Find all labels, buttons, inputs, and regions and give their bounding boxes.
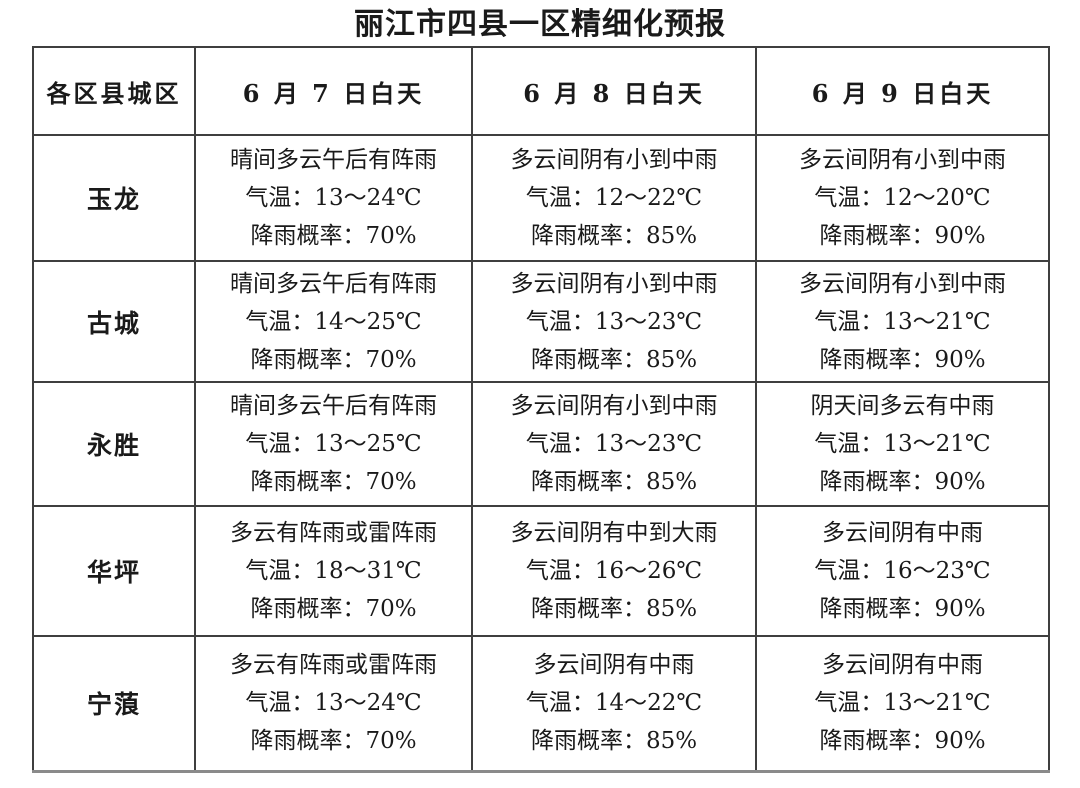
- temperature-text: 气温：18～31℃: [245, 558, 422, 584]
- weather-text: 多云间阴有小到中雨: [799, 270, 1006, 297]
- region-cell: 宁蒗: [32, 635, 196, 772]
- region-cell: 古城: [32, 260, 196, 383]
- weather-text: 晴间多云午后有阵雨: [230, 147, 437, 173]
- forecast-cell: 晴间多云午后有阵雨 气温：13～24℃ 降雨概率：70%: [194, 134, 473, 262]
- page: 丽江市四县一区精细化预报 各区县城区 6 月 7 日白天 6 月 8 日白天 6…: [0, 7, 1080, 788]
- weather-text: 多云间阴有中雨: [533, 652, 695, 679]
- weather-text: 多云间阴有小到中雨: [510, 393, 718, 419]
- weather-text: 多云间阴有中雨: [822, 520, 983, 546]
- temperature-text: 气温：13～23℃: [525, 431, 703, 457]
- temperature-text: 气温：12～20℃: [814, 185, 991, 211]
- temperature-text: 气温：16～26℃: [525, 558, 703, 584]
- header-cell-region: 各区县城区: [32, 46, 196, 136]
- table-row-ninglang: 宁蒗 多云有阵雨或雷阵雨 气温：13～24℃ 降雨概率：70% 多云间阴有中雨 …: [32, 635, 1050, 772]
- weather-text: 多云间阴有小到中雨: [510, 270, 718, 297]
- weather-text: 阴天间多云有中雨: [810, 393, 995, 419]
- rain-probability-text: 降雨概率：70%: [250, 223, 417, 249]
- temperature-text: 气温：13～24℃: [245, 185, 422, 211]
- table-row-yongsheng: 永胜 晴间多云午后有阵雨 气温：13～25℃ 降雨概率：70% 多云间阴有小到中…: [32, 381, 1050, 507]
- temperature-text: 气温：13～23℃: [525, 308, 703, 335]
- temperature-text: 气温：13～21℃: [814, 431, 991, 457]
- forecast-cell: 多云间阴有中雨 气温：13～21℃ 降雨概率：90%: [755, 635, 1050, 772]
- rain-probability-text: 降雨概率：90%: [819, 596, 986, 622]
- region-cell: 永胜: [32, 381, 196, 507]
- forecast-cell: 多云间阴有小到中雨 气温：12～22℃ 降雨概率：85%: [471, 134, 757, 262]
- rain-probability-text: 降雨概率：70%: [250, 469, 417, 495]
- forecast-cell: 多云间阴有小到中雨 气温：13～21℃ 降雨概率：90%: [755, 260, 1050, 383]
- weather-text: 多云间阴有小到中雨: [510, 147, 718, 173]
- temperature-text: 气温：14～22℃: [525, 690, 703, 717]
- forecast-cell: 多云间阴有小到中雨 气温：12～20℃ 降雨概率：90%: [755, 134, 1050, 262]
- rain-probability-text: 降雨概率：70%: [250, 728, 417, 755]
- forecast-cell: 多云间阴有小到中雨 气温：13～23℃ 降雨概率：85%: [471, 381, 757, 507]
- rain-probability-text: 降雨概率：85%: [530, 223, 698, 249]
- region-cell: 华坪: [32, 505, 196, 637]
- rain-probability-text: 降雨概率：90%: [819, 728, 986, 755]
- rain-probability-text: 降雨概率：90%: [819, 223, 986, 249]
- region-cell: 玉龙: [32, 134, 196, 262]
- rain-probability-text: 降雨概率：85%: [530, 596, 698, 622]
- header-cell-day-2: 6 月 8 日白天: [471, 46, 757, 136]
- table-row-huaping: 华坪 多云有阵雨或雷阵雨 气温：18～31℃ 降雨概率：70% 多云间阴有中到大…: [32, 505, 1050, 637]
- rain-probability-text: 降雨概率：70%: [250, 346, 417, 373]
- temperature-text: 气温：14～25℃: [245, 308, 422, 335]
- forecast-cell: 多云间阴有小到中雨 气温：13～23℃ 降雨概率：85%: [471, 260, 757, 383]
- forecast-cell: 多云有阵雨或雷阵雨 气温：13～24℃ 降雨概率：70%: [194, 635, 473, 772]
- weather-text: 多云间阴有中雨: [822, 652, 983, 679]
- temperature-text: 气温：13～21℃: [814, 308, 991, 335]
- temperature-text: 气温：12～22℃: [525, 185, 703, 211]
- weather-text: 多云有阵雨或雷阵雨: [230, 652, 437, 679]
- weather-text: 多云有阵雨或雷阵雨: [230, 520, 437, 546]
- forecast-cell: 多云间阴有中雨 气温：16～23℃ 降雨概率：90%: [755, 505, 1050, 637]
- forecast-cell: 阴天间多云有中雨 气温：13～21℃ 降雨概率：90%: [755, 381, 1050, 507]
- table-row-gucheng: 古城 晴间多云午后有阵雨 气温：14～25℃ 降雨概率：70% 多云间阴有小到中…: [32, 260, 1050, 383]
- forecast-cell: 晴间多云午后有阵雨 气温：14～25℃ 降雨概率：70%: [194, 260, 473, 383]
- temperature-text: 气温：13～21℃: [814, 690, 991, 717]
- forecast-cell: 多云间阴有中到大雨 气温：16～26℃ 降雨概率：85%: [471, 505, 757, 637]
- rain-probability-text: 降雨概率：85%: [530, 469, 698, 495]
- rain-probability-text: 降雨概率：90%: [819, 346, 986, 373]
- rain-probability-text: 降雨概率：85%: [530, 728, 698, 755]
- rain-probability-text: 降雨概率：90%: [819, 469, 986, 495]
- weather-text: 多云间阴有中到大雨: [510, 520, 718, 546]
- table-row-yulong: 玉龙 晴间多云午后有阵雨 气温：13～24℃ 降雨概率：70% 多云间阴有小到中…: [32, 134, 1050, 262]
- rain-probability-text: 降雨概率：70%: [250, 596, 417, 622]
- forecast-cell: 晴间多云午后有阵雨 气温：13～25℃ 降雨概率：70%: [194, 381, 473, 507]
- weather-text: 晴间多云午后有阵雨: [230, 270, 437, 297]
- temperature-text: 气温：16～23℃: [814, 558, 991, 584]
- temperature-text: 气温：13～25℃: [245, 431, 422, 457]
- page-title: 丽江市四县一区精细化预报: [354, 7, 726, 42]
- header-cell-day-1: 6 月 7 日白天: [194, 46, 473, 136]
- rain-probability-text: 降雨概率：85%: [530, 346, 698, 373]
- header-cell-day-3: 6 月 9 日白天: [755, 46, 1050, 136]
- forecast-cell: 多云有阵雨或雷阵雨 气温：18～31℃ 降雨概率：70%: [194, 505, 473, 637]
- temperature-text: 气温：13～24℃: [245, 690, 422, 717]
- weather-text: 晴间多云午后有阵雨: [230, 393, 437, 419]
- forecast-table: 各区县城区 6 月 7 日白天 6 月 8 日白天 6 月 9 日白天 玉龙 晴…: [32, 46, 1050, 773]
- weather-text: 多云间阴有小到中雨: [799, 147, 1006, 173]
- header-row: 各区县城区 6 月 7 日白天 6 月 8 日白天 6 月 9 日白天: [32, 46, 1050, 136]
- forecast-cell: 多云间阴有中雨 气温：14～22℃ 降雨概率：85%: [471, 635, 757, 772]
